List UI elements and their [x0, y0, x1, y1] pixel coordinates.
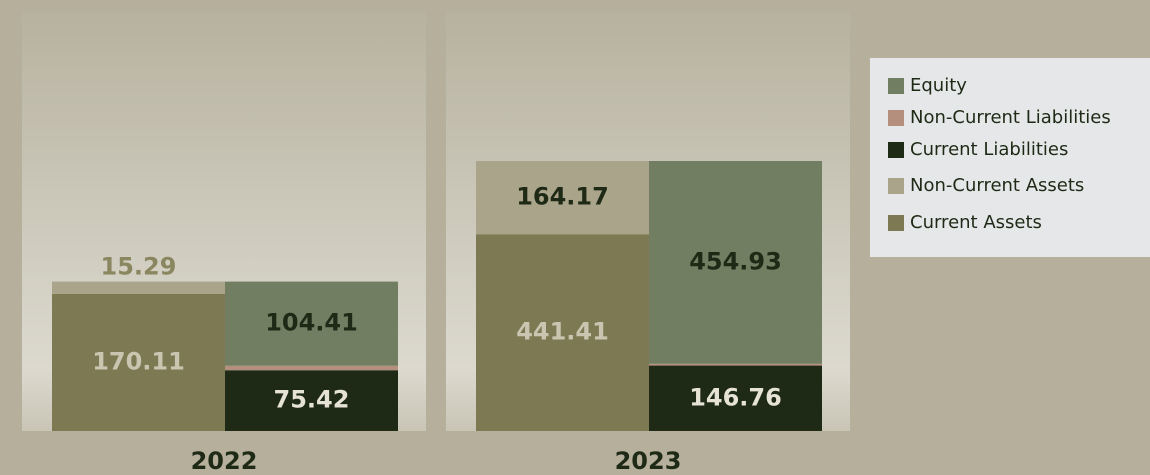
- bar-segment: [476, 161, 649, 235]
- data-label: 15.29: [101, 253, 177, 281]
- bar-segment: [52, 293, 225, 431]
- legend-swatch: [888, 78, 904, 94]
- bar-segment: [225, 370, 398, 431]
- legend-label: Non-Current Liabilities: [910, 107, 1111, 128]
- legend-label: Current Assets: [910, 212, 1042, 233]
- legend-swatch: [888, 178, 904, 194]
- bar-segment: [649, 365, 822, 431]
- legend-swatch: [888, 110, 904, 126]
- data-label: 146.76: [689, 383, 782, 411]
- bar-segment: [649, 161, 822, 364]
- data-label: 164.17: [516, 183, 609, 211]
- x-tick-label: 2022: [191, 447, 258, 475]
- bar-segment: [649, 363, 822, 366]
- data-label: 75.42: [274, 386, 350, 414]
- data-label: 170.11: [92, 347, 185, 375]
- data-label: 454.93: [689, 247, 782, 275]
- legend-swatch: [888, 215, 904, 231]
- legend-swatch: [888, 142, 904, 158]
- legend-label: Equity: [910, 75, 967, 96]
- data-label: 104.41: [265, 309, 358, 337]
- x-tick-label: 2023: [615, 447, 682, 475]
- bar-segment: [225, 365, 398, 371]
- legend-box: [870, 58, 1150, 257]
- bar-segment: [52, 281, 225, 294]
- legend-label: Non-Current Assets: [910, 175, 1084, 196]
- bar-segment: [225, 281, 398, 366]
- bar-segment: [476, 234, 649, 431]
- legend-label: Current Liabilities: [910, 139, 1068, 160]
- data-label: 441.41: [516, 318, 609, 346]
